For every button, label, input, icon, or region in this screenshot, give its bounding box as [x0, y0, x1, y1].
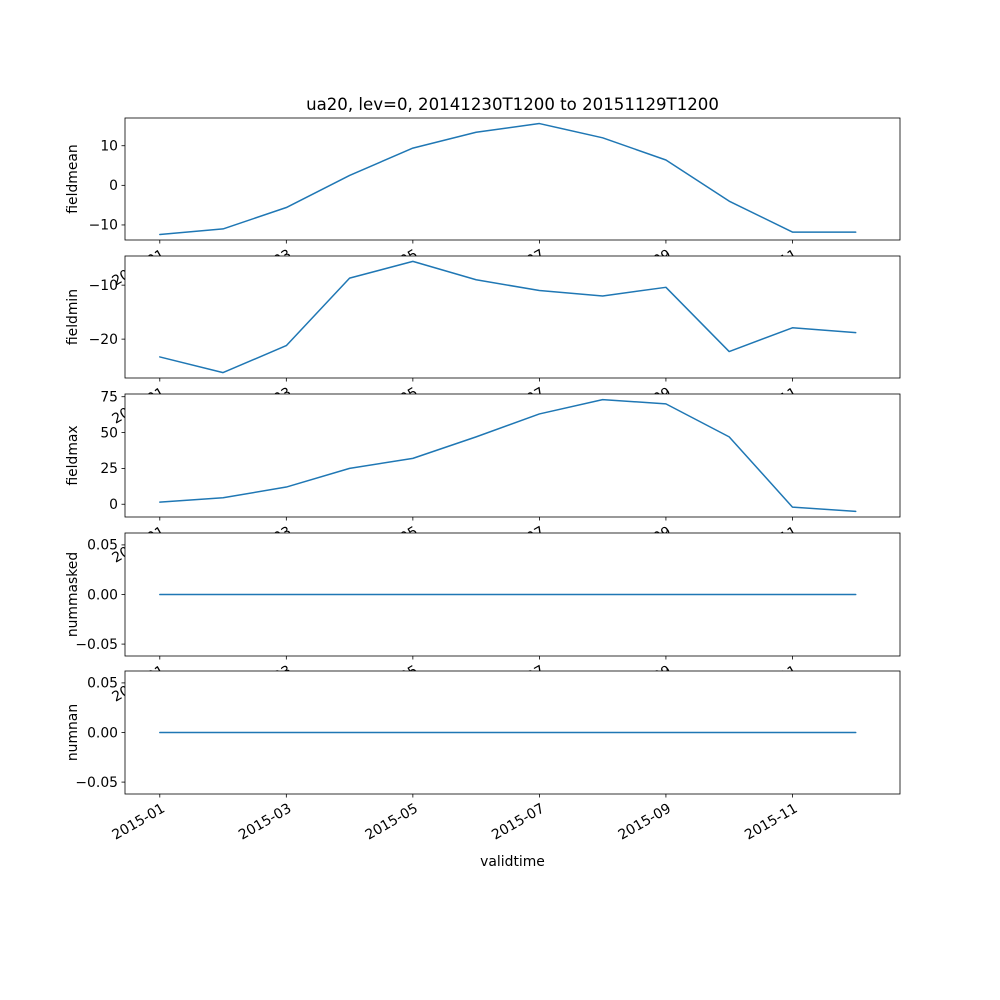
axes-background	[125, 118, 900, 240]
axes-background	[125, 394, 900, 517]
ylabel-fieldmax: fieldmax	[65, 425, 81, 485]
ylabel-nummasked: nummasked	[65, 552, 81, 637]
x-tick-label: 2015-11	[742, 801, 800, 844]
y-tick-label: 50	[100, 425, 118, 441]
y-tick-label: −10	[89, 278, 118, 294]
series-line-fieldmin	[159, 260, 857, 374]
chart-title: ua20, lev=0, 20141230T1200 to 20151129T1…	[306, 95, 719, 114]
y-tick-label: 0	[109, 178, 118, 194]
x-tick-label: 2015-01	[110, 801, 168, 844]
y-tick-label: −20	[89, 332, 118, 348]
y-tick-label: 75	[100, 390, 118, 406]
axes-frame	[124, 393, 901, 518]
y-tick-label: 25	[100, 461, 118, 477]
series-line-fieldmax	[159, 398, 857, 513]
y-tick-label: 0.00	[87, 587, 118, 603]
series-line-fieldmean	[159, 122, 857, 236]
xlabel: validtime	[480, 854, 545, 870]
axes-frame	[124, 117, 901, 241]
axes-background	[125, 256, 900, 378]
x-tick-label: 2015-09	[616, 801, 674, 844]
x-tick-label: 2015-05	[363, 801, 421, 844]
y-tick-label: −0.05	[75, 637, 118, 653]
x-tick-label: 2015-07	[489, 801, 547, 844]
y-tick-label: −0.05	[75, 775, 118, 791]
ylabel-fieldmean: fieldmean	[65, 144, 81, 213]
ylabel-fieldmin: fieldmin	[65, 289, 81, 345]
y-tick-label: 0.00	[87, 725, 118, 741]
y-tick-label: 0.05	[87, 538, 118, 554]
ylabel-numnan: numnan	[65, 704, 81, 761]
subplot-numnan: 0.05 0.00 −0.05 2015-01 2015-03 2015-05 2015-0…	[65, 670, 901, 844]
y-tick-label: 10	[100, 139, 118, 155]
y-tick-label: 0.05	[87, 676, 118, 692]
axes-frame	[124, 255, 901, 379]
x-tick-label: 2015-03	[236, 801, 294, 844]
y-tick-label: −10	[89, 218, 118, 234]
y-tick-label: 0	[109, 497, 118, 513]
